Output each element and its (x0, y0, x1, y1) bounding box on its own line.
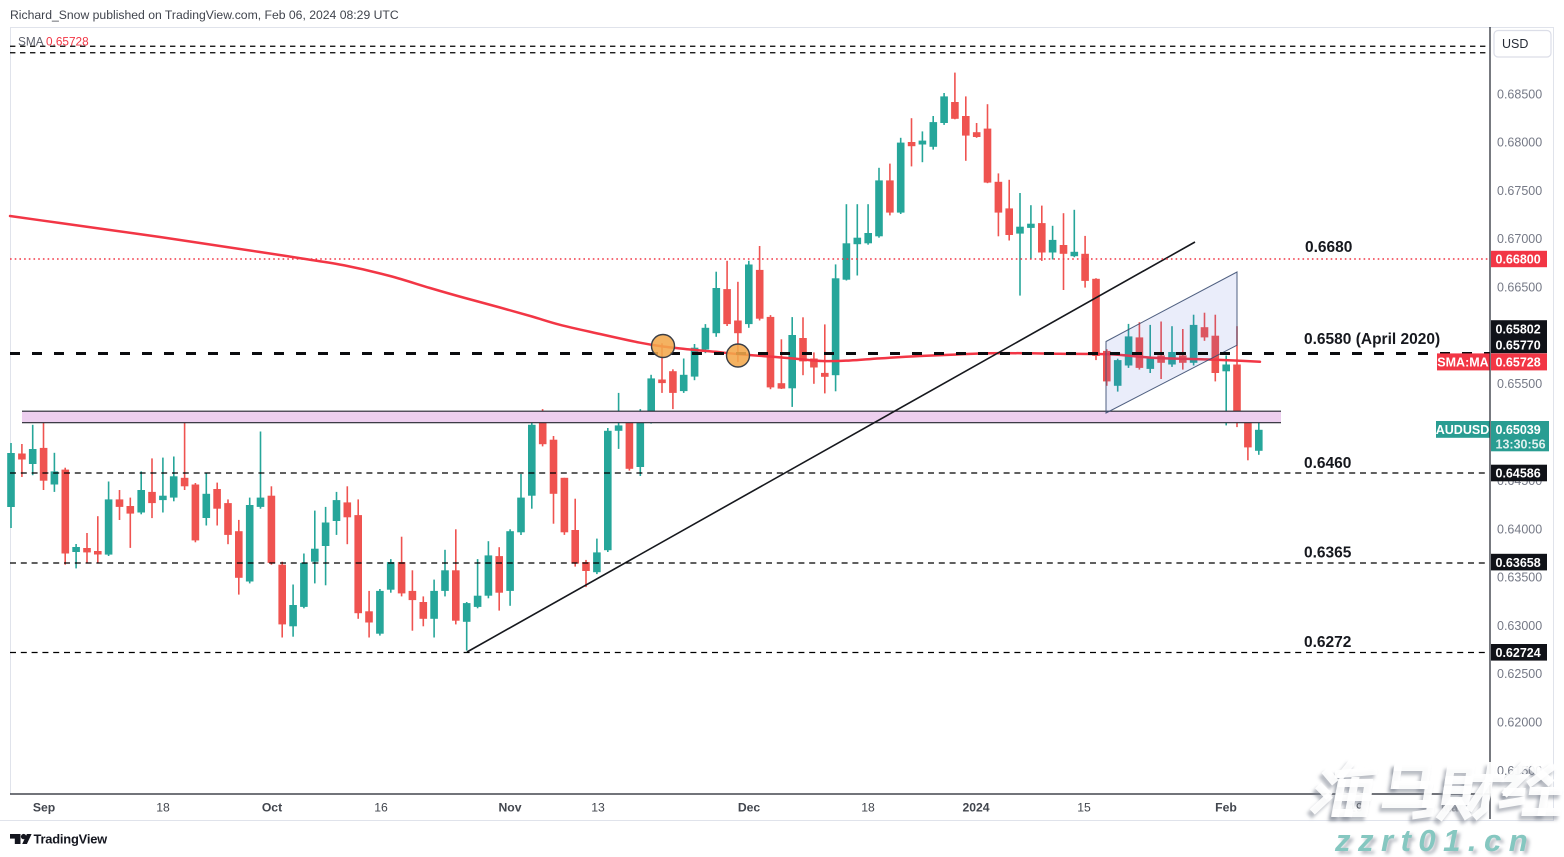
svg-text:0.66500: 0.66500 (1497, 281, 1542, 295)
svg-text:Richard_Snow published on Trad: Richard_Snow published on TradingView.co… (10, 8, 399, 22)
svg-text:0.6365: 0.6365 (1304, 545, 1352, 562)
svg-text:2024: 2024 (962, 801, 989, 815)
svg-text:AUDUSD: AUDUSD (1436, 423, 1489, 437)
svg-text:SMA: SMA (18, 34, 44, 48)
svg-text:16: 16 (374, 801, 388, 815)
svg-text:Sep: Sep (33, 801, 55, 815)
svg-text:USD: USD (1502, 37, 1528, 51)
svg-text:Feb: Feb (1215, 801, 1237, 815)
svg-text:0.6460: 0.6460 (1304, 455, 1351, 472)
svg-text:0.65500: 0.65500 (1497, 377, 1542, 391)
svg-text:0.62000: 0.62000 (1497, 716, 1542, 730)
svg-text:0.66800: 0.66800 (1496, 253, 1541, 267)
svg-text:0.62724: 0.62724 (1496, 646, 1541, 660)
svg-text:18: 18 (861, 801, 875, 815)
svg-text:0.6580 (April 2020): 0.6580 (April 2020) (1304, 331, 1440, 348)
svg-text:0.68500: 0.68500 (1497, 87, 1542, 101)
svg-text:0.65728: 0.65728 (46, 34, 89, 48)
svg-text:0.65802: 0.65802 (1496, 322, 1541, 336)
svg-text:zzrt01.cn: zzrt01.cn (1337, 826, 1538, 857)
svg-text:18: 18 (156, 801, 170, 815)
svg-text:0.63658: 0.63658 (1496, 556, 1541, 570)
svg-text:0.6272: 0.6272 (1304, 634, 1351, 651)
svg-text:0.63500: 0.63500 (1497, 571, 1542, 585)
svg-text:0.64586: 0.64586 (1496, 467, 1541, 481)
svg-text:0.67500: 0.67500 (1497, 184, 1542, 198)
svg-text:0.64000: 0.64000 (1497, 522, 1542, 536)
svg-text:0.6680: 0.6680 (1305, 239, 1352, 256)
svg-text:Oct: Oct (262, 801, 282, 815)
svg-text:13: 13 (591, 801, 605, 815)
svg-text:15: 15 (1077, 801, 1091, 815)
svg-text:TradingView: TradingView (34, 831, 109, 846)
svg-text:0.65039: 0.65039 (1496, 423, 1541, 437)
svg-text:zzrt01.cn: zzrt01.cn (1334, 823, 1535, 857)
svg-text:0.63000: 0.63000 (1497, 619, 1542, 633)
svg-text:0.62500: 0.62500 (1497, 667, 1542, 681)
svg-text:SMA:MA: SMA:MA (1437, 355, 1488, 369)
svg-text:0.68000: 0.68000 (1497, 136, 1542, 150)
svg-text:Dec: Dec (738, 801, 761, 815)
svg-text:0.67000: 0.67000 (1497, 232, 1542, 246)
svg-text:0.65770: 0.65770 (1496, 339, 1541, 353)
svg-text:0.65728: 0.65728 (1496, 356, 1541, 370)
svg-text:Nov: Nov (498, 801, 521, 815)
svg-text:13:30:56: 13:30:56 (1496, 437, 1546, 451)
